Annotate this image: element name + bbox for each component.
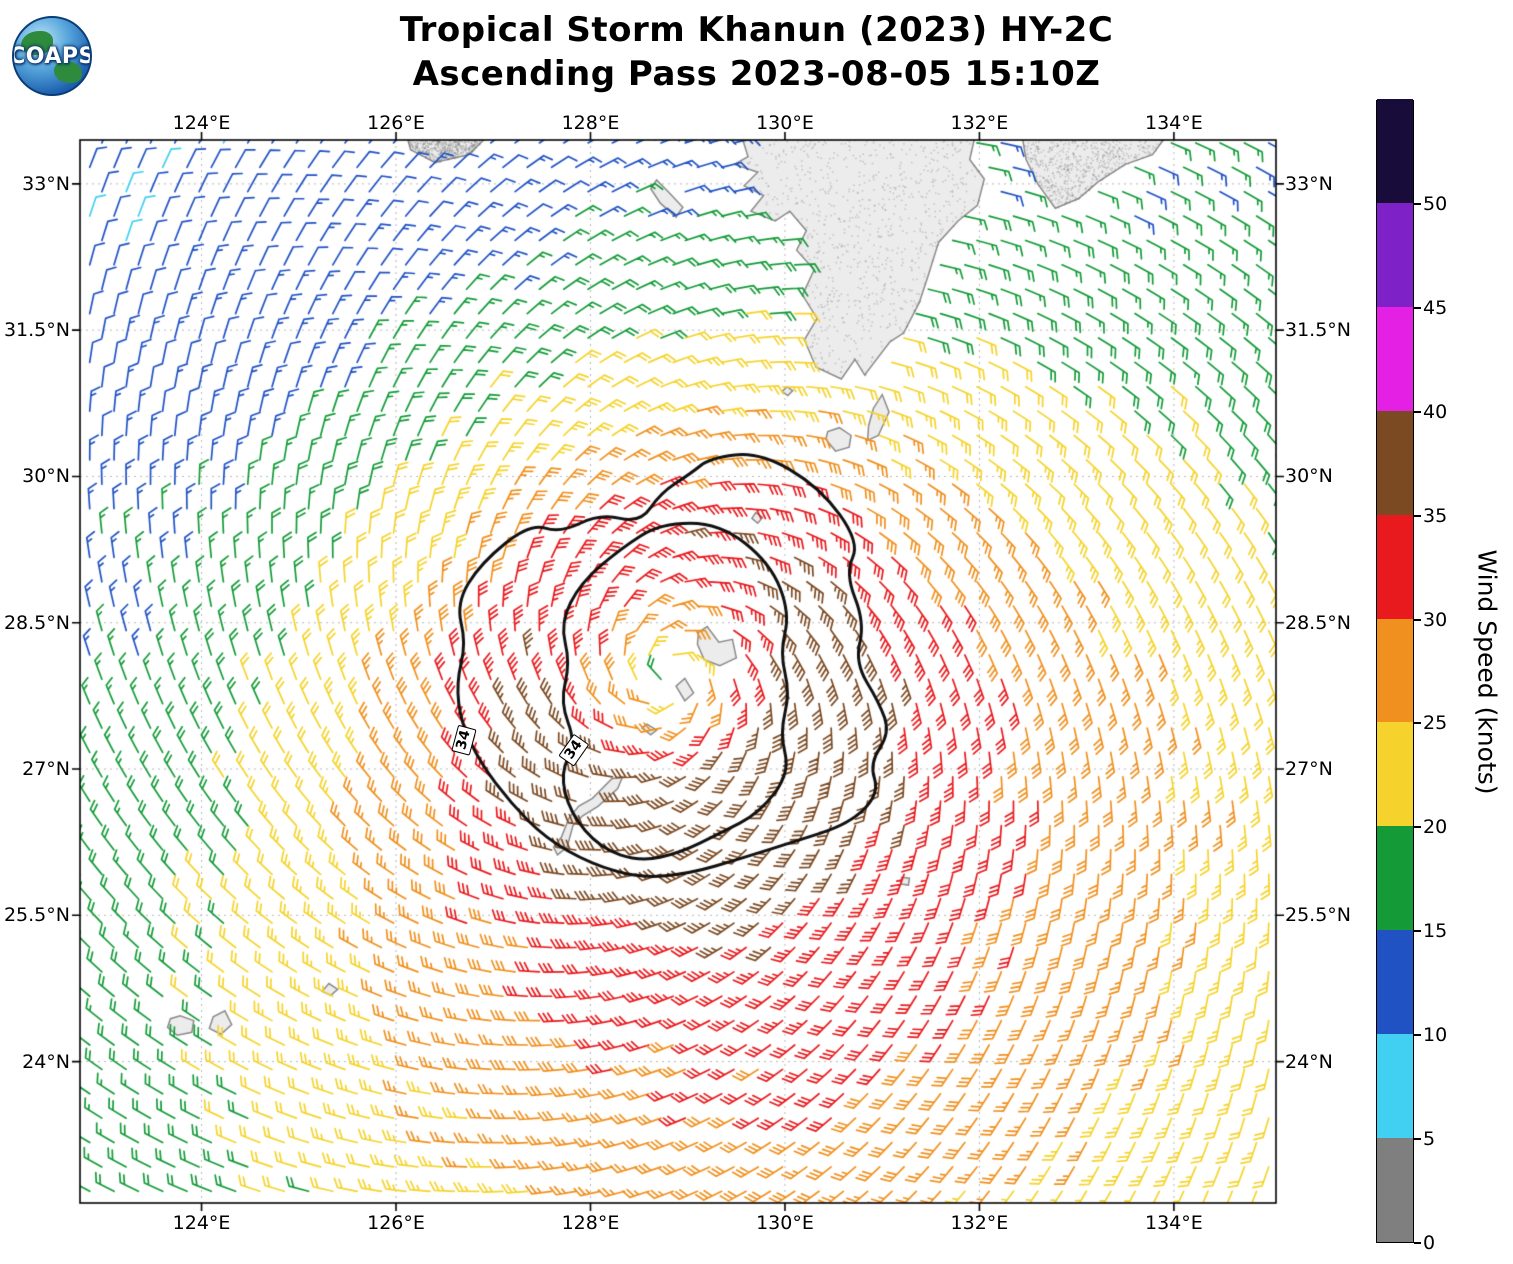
colorbar-segment (1377, 514, 1413, 619)
colorbar (1376, 99, 1414, 1243)
colorbar-segment (1377, 1138, 1413, 1242)
colorbar-segment (1377, 202, 1413, 307)
colorbar-title: Wind Speed (knots) (1472, 549, 1502, 795)
colorbar-segment (1377, 1034, 1413, 1139)
colorbar-segment (1377, 722, 1413, 827)
colorbar-segment (1377, 410, 1413, 515)
colorbar-segment (1377, 930, 1413, 1035)
colorbar-segment (1377, 826, 1413, 931)
colorbar-segment (1377, 618, 1413, 723)
colorbar-segment (1377, 99, 1413, 203)
colorbar-segment (1377, 306, 1413, 411)
